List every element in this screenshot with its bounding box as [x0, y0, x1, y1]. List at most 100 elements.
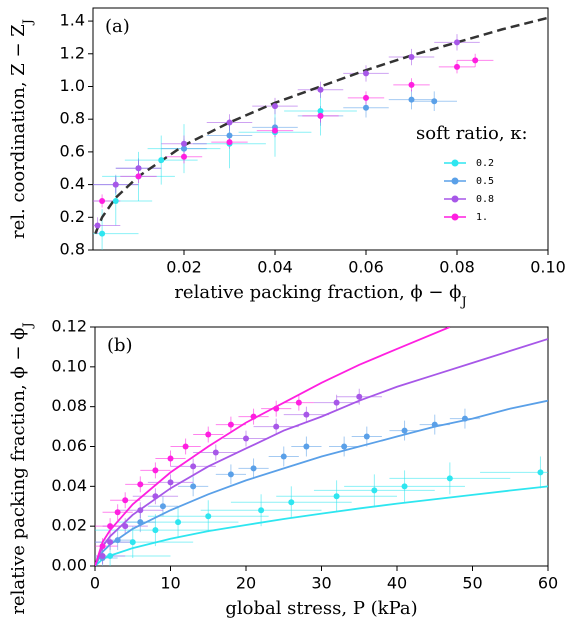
data-point [333, 493, 340, 500]
data-point [280, 453, 287, 460]
x-tick-label: 0.02 [166, 258, 202, 277]
data-point [205, 431, 212, 438]
fit-line [95, 327, 451, 566]
legend-title: soft ratio, κ: [416, 123, 528, 144]
y-tick-label: 0.08 [51, 396, 87, 415]
data-point [333, 399, 340, 406]
data-point [408, 81, 415, 88]
data-point [167, 455, 174, 462]
data-point [227, 421, 234, 428]
plot-frame [92, 7, 549, 251]
data-point [272, 103, 278, 110]
data-point [181, 140, 187, 147]
data-point [431, 421, 438, 428]
x-tick-label: 0.10 [530, 258, 566, 277]
data-point [341, 443, 348, 450]
legend-label: 0.5 [476, 176, 494, 187]
data-point [190, 463, 197, 470]
y-tick-label: 0.06 [51, 436, 87, 455]
x-axis-label: global stress, P (kPa) [225, 598, 417, 619]
data-point [472, 57, 479, 64]
x-tick-label: 10 [160, 574, 180, 593]
data-point [152, 467, 159, 474]
data-point [317, 108, 324, 115]
data-point [317, 112, 324, 119]
data-point [99, 197, 106, 204]
data-point [227, 471, 234, 478]
data-point [243, 435, 249, 442]
legend-marker [451, 213, 459, 221]
data-point [135, 165, 142, 172]
data-point [158, 157, 165, 164]
data-point [181, 153, 187, 160]
y-tick-label: 0.8 [60, 109, 85, 128]
data-point [167, 479, 174, 486]
data-point [401, 483, 408, 490]
y-tick-label: 1.0 [60, 76, 85, 95]
data-point [363, 94, 369, 101]
data-point [190, 483, 197, 490]
x-tick-label: 60 [538, 574, 558, 593]
data-point [446, 475, 453, 482]
data-point [181, 145, 187, 152]
data-point [226, 132, 233, 139]
data-point [99, 230, 106, 237]
data-point [273, 405, 280, 412]
data-point [129, 539, 136, 546]
plot-area [95, 327, 548, 566]
legend-marker [451, 195, 459, 203]
data-point [112, 197, 119, 204]
data-point [226, 119, 233, 126]
data-point [107, 539, 114, 546]
data-point [114, 509, 121, 516]
data-point [288, 499, 295, 506]
data-point [182, 443, 189, 450]
data-point [107, 523, 114, 530]
data-point [137, 481, 144, 488]
data-point [114, 537, 121, 544]
data-point [537, 469, 544, 476]
data-point [99, 543, 106, 550]
data-point [152, 493, 159, 500]
y-tick-label: 0.6 [60, 141, 85, 160]
y-tick-label: 0.00 [51, 556, 87, 575]
x-tick-label: 30 [311, 574, 331, 593]
panel-label: (a) [105, 16, 130, 37]
data-point [408, 96, 415, 103]
y-tick-label: 0.4 [60, 174, 85, 193]
data-point [295, 399, 302, 406]
data-point [454, 63, 460, 70]
data-point [152, 527, 159, 534]
x-tick-label: 40 [387, 574, 407, 593]
y-tick-label: 0.10 [51, 356, 87, 375]
data-point [212, 449, 219, 456]
data-point [356, 393, 363, 400]
data-point [250, 465, 257, 472]
plot-area [93, 16, 548, 250]
y-tick-label: 1.2 [60, 43, 85, 62]
data-point [363, 70, 369, 77]
legend-label: 0.2 [476, 158, 494, 169]
data-point [303, 443, 310, 450]
fit-line [95, 338, 548, 566]
data-point [94, 222, 101, 229]
data-point [107, 553, 114, 560]
x-tick-label: 0.04 [257, 258, 293, 277]
data-point [303, 411, 310, 418]
data-point [122, 497, 129, 504]
data-point [408, 54, 415, 61]
data-point [401, 427, 408, 434]
data-point [226, 139, 233, 146]
y-tick-label: 0.04 [51, 476, 87, 495]
data-point [461, 415, 468, 422]
data-point [363, 433, 370, 440]
y-tick-label: 0.02 [51, 516, 87, 535]
x-tick-label: 0 [90, 574, 100, 593]
x-tick-label: 20 [236, 574, 256, 593]
data-point [250, 413, 257, 420]
y-axis-label: rel. coordination, Z − ZJ [8, 19, 36, 239]
data-point [454, 39, 460, 46]
data-point [205, 513, 212, 520]
data-point [112, 181, 119, 188]
